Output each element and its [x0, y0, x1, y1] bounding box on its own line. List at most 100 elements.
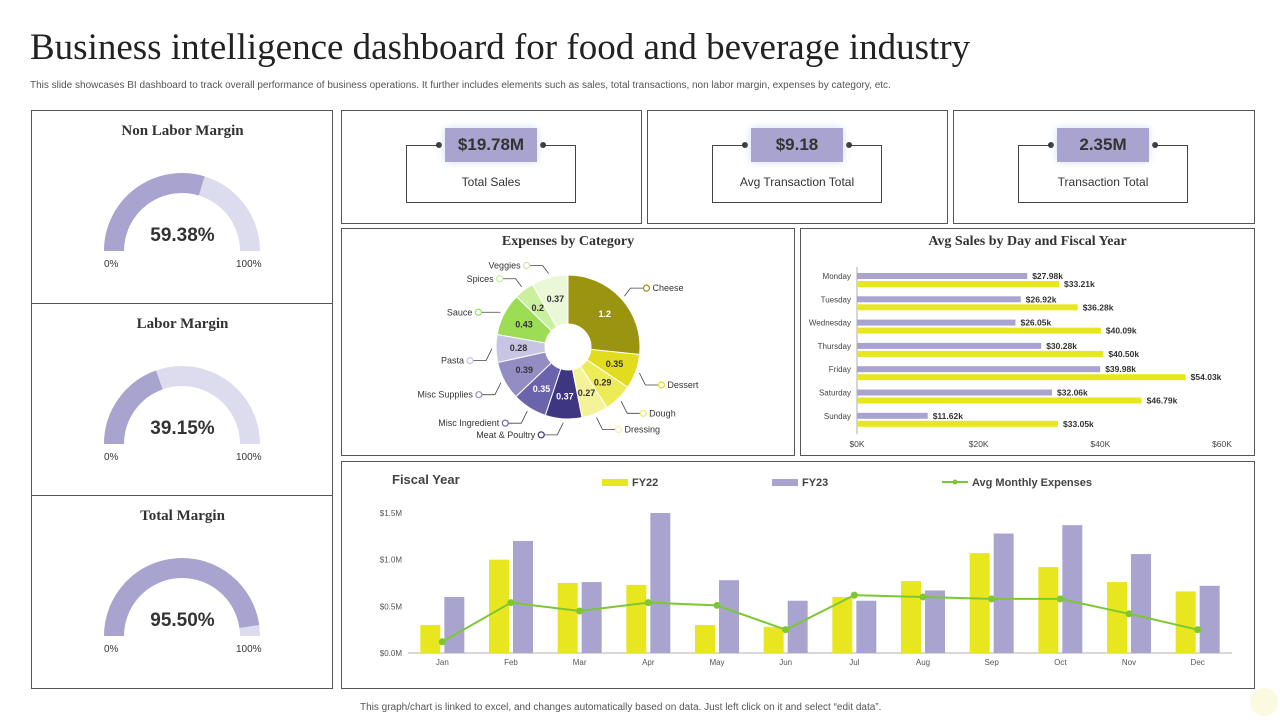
- pie-data-label: 0.29: [594, 377, 612, 387]
- gauge-non-labor-margin: [104, 173, 260, 252]
- bar-fy23: [857, 412, 928, 419]
- gauge-min-label: 0%: [104, 259, 119, 270]
- pie-category-label: Pasta: [441, 356, 464, 366]
- bar-fy23: [993, 533, 1014, 653]
- x-tick-label: $60K: [1212, 439, 1232, 449]
- expenses-by-category-panel: Expenses by Category 1.2 Cheese 0.35 Desser…: [341, 228, 795, 456]
- line-point-avg: [507, 599, 515, 607]
- kpi-label: Transaction Total: [1057, 175, 1149, 189]
- bar-fy22: [1107, 582, 1127, 653]
- bar-fy23: [1062, 525, 1083, 653]
- bar-fy23: [444, 597, 465, 653]
- bar-fy22: [857, 374, 1186, 381]
- bar-fy22: [857, 397, 1142, 404]
- x-tick-label: May: [709, 658, 724, 667]
- expenses-donut-chart[interactable]: 1.2 Cheese 0.35 Dessert 0.29 Dough 0.27 Dressin…: [342, 229, 794, 455]
- bar-fy23: [925, 590, 945, 653]
- kpi-dot: [540, 142, 546, 148]
- line-point-avg: [1125, 610, 1133, 618]
- page-title: Business intelligence dashboard for food…: [30, 27, 971, 68]
- line-point-avg: [1194, 626, 1202, 634]
- pie-leader-dot: [466, 356, 474, 365]
- pie-leader-dot: [522, 261, 531, 270]
- pie-leader-dot: [475, 391, 483, 399]
- bar-fy23: [857, 366, 1101, 373]
- bar-fy23: [857, 319, 1016, 326]
- fiscal-year-panel: Fiscal Year FY22 FY23 Avg Monthly Expenses $…: [341, 461, 1255, 689]
- kpi-card-transaction-total[interactable]: 2.35M Transaction Total: [953, 110, 1255, 224]
- pie-leader-line: [505, 410, 528, 424]
- x-tick-label: $40K: [1090, 439, 1110, 449]
- bar-fy23: [719, 580, 739, 653]
- footer-note: This graph/chart is linked to excel, and…: [360, 702, 882, 713]
- page-subtitle: This slide showcases BI dashboard to tra…: [30, 80, 891, 91]
- y-tick-label: Wednesday: [809, 319, 851, 328]
- gauge-labor-margin: [104, 366, 260, 445]
- bar-fy23: [650, 513, 671, 653]
- decorative-circle: [1250, 688, 1278, 716]
- kpi-dot: [846, 142, 852, 148]
- bar-fy22: [1175, 591, 1196, 653]
- bar-fy23: [581, 582, 602, 653]
- x-tick-label: Jan: [436, 658, 449, 667]
- pie-leader-line: [526, 265, 549, 274]
- legend-swatch-fy22: [602, 479, 628, 486]
- gauge-title: Non Labor Margin: [121, 123, 244, 139]
- kpi-label: Avg Transaction Total: [739, 175, 855, 189]
- chart-title: Avg Sales by Day and Fiscal Year: [928, 234, 1127, 249]
- y-tick-label: Friday: [829, 365, 851, 374]
- x-tick-label: $20K: [969, 439, 989, 449]
- chart-title: Fiscal Year: [392, 472, 460, 487]
- legend-label: Avg Monthly Expenses: [972, 477, 1092, 489]
- fiscal-year-combo-chart[interactable]: Fiscal Year FY22 FY23 Avg Monthly Expenses $…: [342, 462, 1254, 688]
- bar-data-label: $54.03k: [1191, 372, 1222, 382]
- bar-data-label: $26.05k: [1020, 318, 1051, 328]
- pie-category-label: Misc Ingredient: [438, 418, 500, 428]
- line-point-avg: [644, 599, 652, 607]
- line-point-avg: [713, 601, 721, 609]
- bar-fy22: [857, 350, 1104, 357]
- kpi-card-total-sales[interactable]: $19.78M Total Sales: [341, 110, 642, 224]
- pie-data-label: 1.2: [599, 309, 612, 319]
- gauge-card-labor-margin[interactable]: Labor Margin 39.15% 0% 100%: [32, 304, 333, 496]
- bar-data-label: $26.92k: [1026, 294, 1057, 304]
- bar-fy22: [901, 581, 921, 653]
- y-tick-label: $0.0M: [380, 649, 403, 658]
- pie-slice: [531, 274, 569, 328]
- divider: [32, 303, 333, 304]
- line-point-avg: [438, 638, 446, 646]
- bar-fy22: [969, 553, 990, 653]
- line-point-avg: [919, 593, 927, 601]
- pie-data-label: 0.27: [578, 388, 596, 398]
- avg-sales-bar-chart[interactable]: Monday $27.98k$33.21k Tuesday $26.92k $36.28…: [801, 229, 1254, 455]
- line-point-avg: [782, 626, 790, 634]
- gauge-max-label: 100%: [236, 644, 262, 655]
- x-tick-label: Jun: [779, 658, 792, 667]
- gauge-card-non-labor-margin[interactable]: Non Labor Margin 59.38% 0% 100%: [32, 111, 333, 303]
- bar-fy23: [856, 600, 877, 653]
- gauge-card-total-margin[interactable]: Total Margin 95.50% 0% 100%: [32, 496, 333, 688]
- bar-data-label: $33.05k: [1063, 419, 1094, 429]
- pie-leader-dot: [496, 275, 504, 283]
- bar-fy22: [857, 281, 1060, 287]
- pie-category-label: Dough: [649, 408, 676, 418]
- legend-swatch-fy23: [772, 479, 798, 486]
- kpi-label: Total Sales: [461, 175, 521, 189]
- bar-data-label: $27.98k: [1032, 271, 1063, 281]
- x-tick-label: Sep: [985, 658, 1000, 667]
- pie-slice: [567, 274, 641, 356]
- x-tick-label: Jul: [849, 658, 859, 667]
- pie-leader-dot: [501, 419, 509, 427]
- gauge-min-label: 0%: [104, 452, 119, 463]
- pie-category-label: Meat & Poultry: [476, 430, 536, 440]
- x-tick-label: Aug: [916, 658, 930, 667]
- avg-sales-by-day-panel: Avg Sales by Day and Fiscal Year Monday $…: [800, 228, 1255, 456]
- line-point-avg: [988, 595, 996, 603]
- bar-data-label: $11.62k: [933, 411, 964, 421]
- kpi-value: $19.78M: [445, 128, 537, 162]
- bar-fy22: [420, 625, 441, 653]
- kpi-dot: [1048, 142, 1054, 148]
- bar-data-label: $39.98k: [1105, 364, 1136, 374]
- kpi-card-avg-transaction[interactable]: $9.18 Avg Transaction Total: [647, 110, 948, 224]
- margins-panel: Non Labor Margin 59.38% 0% 100% Labor Ma…: [31, 110, 333, 689]
